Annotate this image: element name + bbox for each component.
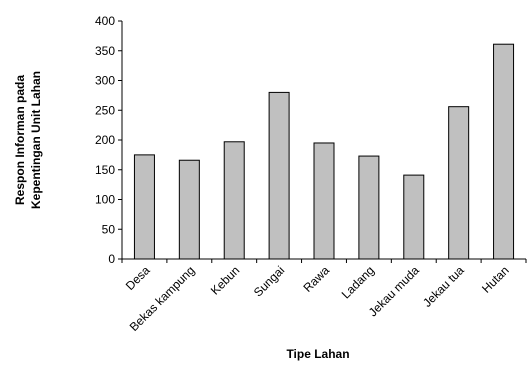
y-axis-title: Respon Informan pada Kepentingan Unit La… <box>13 71 43 209</box>
y-tick-label: 200 <box>95 133 115 147</box>
bar-rawa <box>313 142 335 260</box>
bar-ladang <box>358 155 380 260</box>
bar-hutan <box>493 43 515 260</box>
bar-kebun <box>223 141 245 260</box>
y-tick-label: 150 <box>95 163 115 177</box>
y-tick-label: 300 <box>95 74 115 88</box>
x-tick-label: Ladang <box>339 263 377 301</box>
y-tick-label: 400 <box>95 14 115 28</box>
bar-desa <box>133 154 155 260</box>
x-tick-label: Desa <box>123 263 153 293</box>
y-tick-label: 100 <box>95 193 115 207</box>
bar-jekau-tua <box>448 106 470 260</box>
x-tick-label: Kebun <box>208 263 242 297</box>
y-axis-ticks: 0 50 100 150 200 250 300 350 400 <box>95 14 122 266</box>
x-tick-label: Rawa <box>301 263 333 295</box>
x-tick-label: Hutan <box>479 263 512 296</box>
bars <box>133 43 515 260</box>
y-tick-label: 50 <box>102 222 116 236</box>
x-tick-label: Jekau tua <box>420 263 467 310</box>
y-tick-label: 250 <box>95 103 115 117</box>
y-axis-title-line-1: Respon Informan pada <box>13 75 27 205</box>
bar-jekau-muda <box>403 174 425 260</box>
y-tick-label: 350 <box>95 44 115 58</box>
x-axis-title: Tipe Lahan <box>286 347 349 361</box>
y-tick-label: 0 <box>108 252 115 266</box>
x-tick-label: Sungai <box>251 263 287 299</box>
bar-bekas-kampung <box>178 159 200 260</box>
bar-sungai <box>268 91 290 260</box>
y-axis-title-line-2: Kepentingan Unit Lahan <box>29 71 43 209</box>
